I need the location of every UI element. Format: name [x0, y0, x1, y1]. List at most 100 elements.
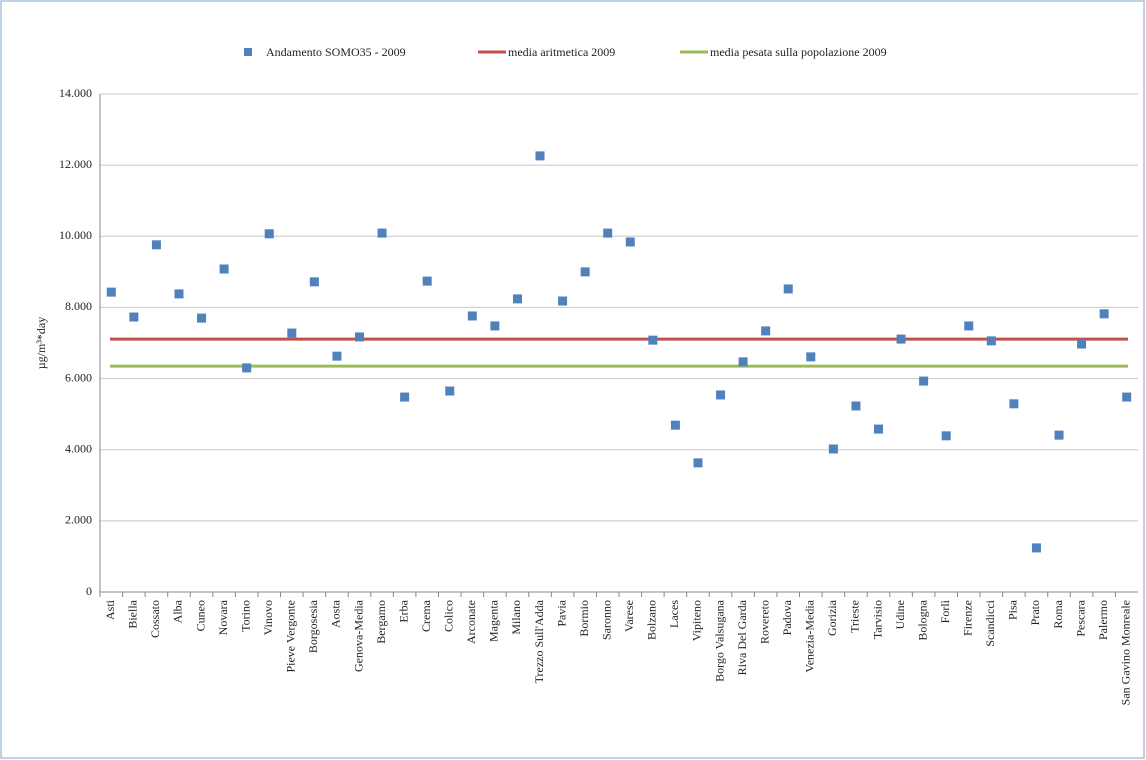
data-point	[648, 335, 658, 345]
data-point	[874, 424, 883, 434]
data-point	[400, 392, 410, 402]
x-tick-label: Roma	[1051, 599, 1065, 628]
x-tick-label: Firenze	[961, 600, 975, 636]
data-point	[1077, 339, 1087, 349]
y-tick-label: 8.000	[65, 299, 92, 313]
legend-label: media pesata sulla popolazione 2009	[710, 45, 887, 59]
x-tick-label: Scandicci	[983, 599, 997, 646]
data-point	[828, 444, 838, 454]
data-point	[1122, 392, 1132, 402]
x-tick-label: Torino	[238, 600, 252, 632]
x-tick-label: Milano	[509, 600, 523, 635]
x-tick-label: Udine	[893, 600, 907, 629]
data-point	[332, 351, 342, 361]
data-point	[445, 386, 455, 396]
data-point	[851, 401, 861, 411]
data-point	[264, 229, 274, 239]
data-point	[941, 431, 951, 441]
x-tick-label: Arconate	[464, 600, 478, 644]
data-point	[535, 151, 545, 161]
y-tick-label: 6.000	[65, 370, 92, 384]
x-tick-label: Borgosesia	[306, 599, 320, 653]
data-point	[716, 390, 726, 400]
data-point	[919, 376, 929, 386]
x-tick-label: Trezzo Sull'Adda	[532, 599, 546, 683]
data-point	[1099, 309, 1109, 319]
x-tick-label: Asti	[103, 599, 117, 620]
data-point	[964, 321, 974, 331]
data-point	[580, 267, 590, 277]
x-tick-label: Vinovo	[261, 600, 275, 635]
y-tick-label: 0	[86, 584, 92, 598]
x-tick-label: Tarvisio	[870, 600, 884, 639]
x-tick-label: Cossato	[148, 600, 162, 638]
y-tick-label: 4.000	[65, 441, 92, 455]
data-point	[693, 458, 703, 468]
x-tick-label: Pavia	[554, 599, 568, 626]
x-tick-label: Prato	[1028, 600, 1042, 625]
data-point	[129, 312, 139, 322]
y-tick-label: 12.000	[59, 157, 92, 171]
data-point	[377, 228, 387, 238]
x-tick-label: Forlì	[938, 599, 952, 623]
x-tick-label: Colico	[442, 600, 456, 632]
x-tick-label: Novara	[216, 599, 230, 635]
data-point	[422, 276, 432, 286]
data-point	[355, 332, 364, 342]
data-point	[467, 311, 477, 321]
y-tick-label: 10.000	[59, 228, 92, 242]
data-point	[986, 336, 996, 346]
x-tick-label: Biella	[126, 599, 140, 628]
x-tick-label: Trieste	[848, 600, 862, 633]
x-tick-label: Genova-Media	[351, 599, 365, 672]
data-point	[219, 264, 229, 274]
y-tick-label: 14.000	[59, 86, 92, 100]
x-tick-label: Cuneo	[193, 600, 207, 631]
legend-label: Andamento SOMO35 - 2009	[266, 45, 406, 59]
x-tick-label: Saronno	[599, 600, 613, 640]
x-tick-label: Crema	[419, 599, 433, 632]
x-tick-label: Aosta	[329, 599, 343, 628]
data-point	[174, 289, 184, 299]
data-point	[603, 228, 613, 238]
data-point	[242, 363, 252, 373]
data-point	[670, 420, 680, 430]
x-tick-label: Borgo Valsugana	[712, 599, 726, 682]
x-tick-label: Bergamo	[374, 600, 388, 644]
x-tick-label: Magenta	[487, 599, 501, 642]
x-tick-label: Pescara	[1073, 599, 1087, 636]
x-tick-label: Varese	[622, 600, 636, 632]
x-tick-label: Palermo	[1096, 600, 1110, 640]
data-point	[106, 287, 116, 297]
data-point	[783, 284, 793, 294]
data-point	[309, 277, 319, 287]
x-tick-label: Erba	[396, 599, 410, 622]
x-tick-label: Gorizia	[825, 599, 839, 636]
x-tick-label: Rovereto	[757, 600, 771, 644]
legend-label: media aritmetica 2009	[508, 45, 615, 59]
data-point	[287, 328, 297, 338]
data-point	[896, 334, 906, 344]
x-tick-label: Laces	[667, 600, 681, 628]
data-point	[151, 240, 161, 250]
data-point	[197, 313, 207, 323]
x-tick-label: Bormio	[577, 600, 591, 637]
data-point	[558, 296, 568, 306]
data-point	[806, 352, 816, 362]
data-point	[625, 237, 635, 247]
y-tick-label: 2.000	[65, 513, 92, 527]
y-axis-label: µg/m³*day	[34, 317, 48, 370]
x-tick-label: Vipiteno	[690, 600, 704, 641]
legend-marker	[244, 48, 252, 56]
x-tick-label: San Gavino Monreale	[1118, 600, 1132, 705]
x-tick-label: Bolzano	[645, 600, 659, 640]
x-tick-label: Padova	[780, 599, 794, 635]
data-point	[490, 321, 500, 331]
data-point	[1054, 430, 1064, 440]
x-tick-label: Pisa	[1006, 599, 1020, 620]
data-point	[512, 294, 522, 304]
x-tick-label: Riva Del Garda	[735, 599, 749, 675]
data-point	[761, 326, 771, 336]
